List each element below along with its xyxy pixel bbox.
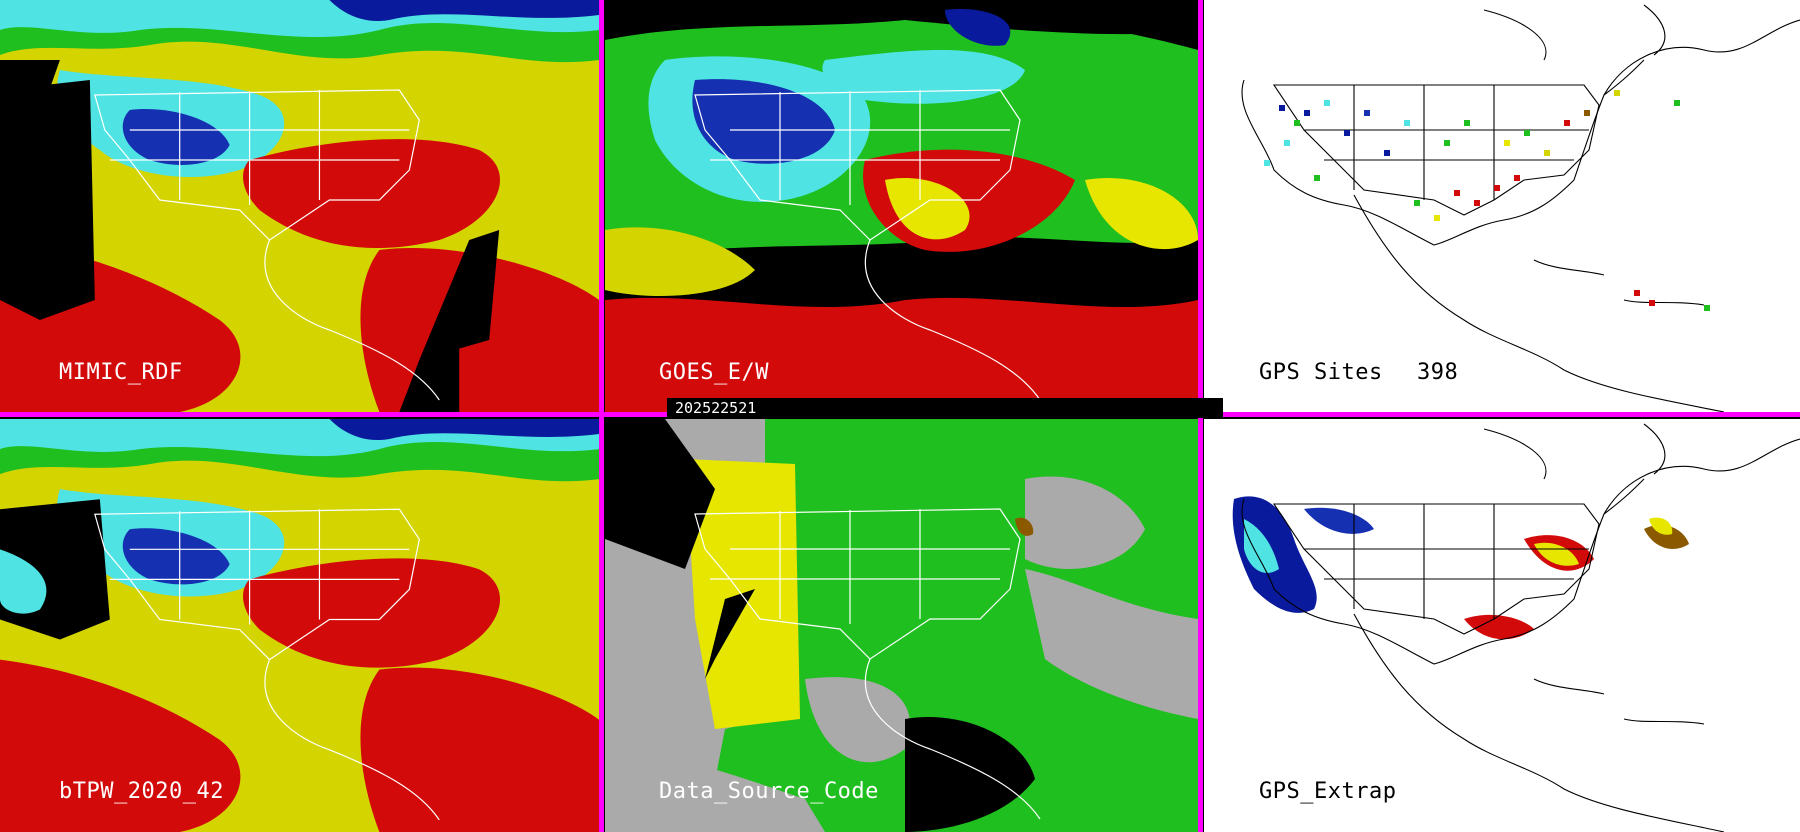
panel-gps-extrap[interactable]: GPS_Extrap [1204,419,1800,832]
panel-label: GOES_E/W [659,360,769,385]
gps-site-count: 398 [1417,360,1459,385]
panel-btpw-2020-42[interactable]: bTPW_2020_42 [0,419,599,832]
panel-label: GPS_Extrap [1259,779,1397,804]
panel-mimic-rdf[interactable]: MIMIC_RDF [0,0,599,412]
panel-label: GPS Sites [1259,360,1383,385]
timestamp-label: 202522521 [675,399,757,417]
panel-data-source-code[interactable]: Data_Source_Code [605,419,1198,832]
panel-label: bTPW_2020_42 [59,779,224,804]
gps-site-markers [1264,90,1710,311]
gps-extrap-map [1204,419,1800,832]
panel-goes-ew[interactable]: GOES_E/W [605,0,1198,412]
timestamp-bar: 202522521 [667,398,1223,418]
divider-vertical-left [599,0,604,832]
panel-label: MIMIC_RDF [59,360,183,385]
goes-ew-map [605,0,1198,412]
btpw-map [0,419,599,832]
mimic-rdf-map [0,0,599,412]
data-source-map [605,419,1198,832]
panel-gps-sites[interactable]: GPS Sites 398 [1204,0,1800,412]
gps-sites-map [1204,0,1800,412]
panel-label: Data_Source_Code [659,779,879,804]
